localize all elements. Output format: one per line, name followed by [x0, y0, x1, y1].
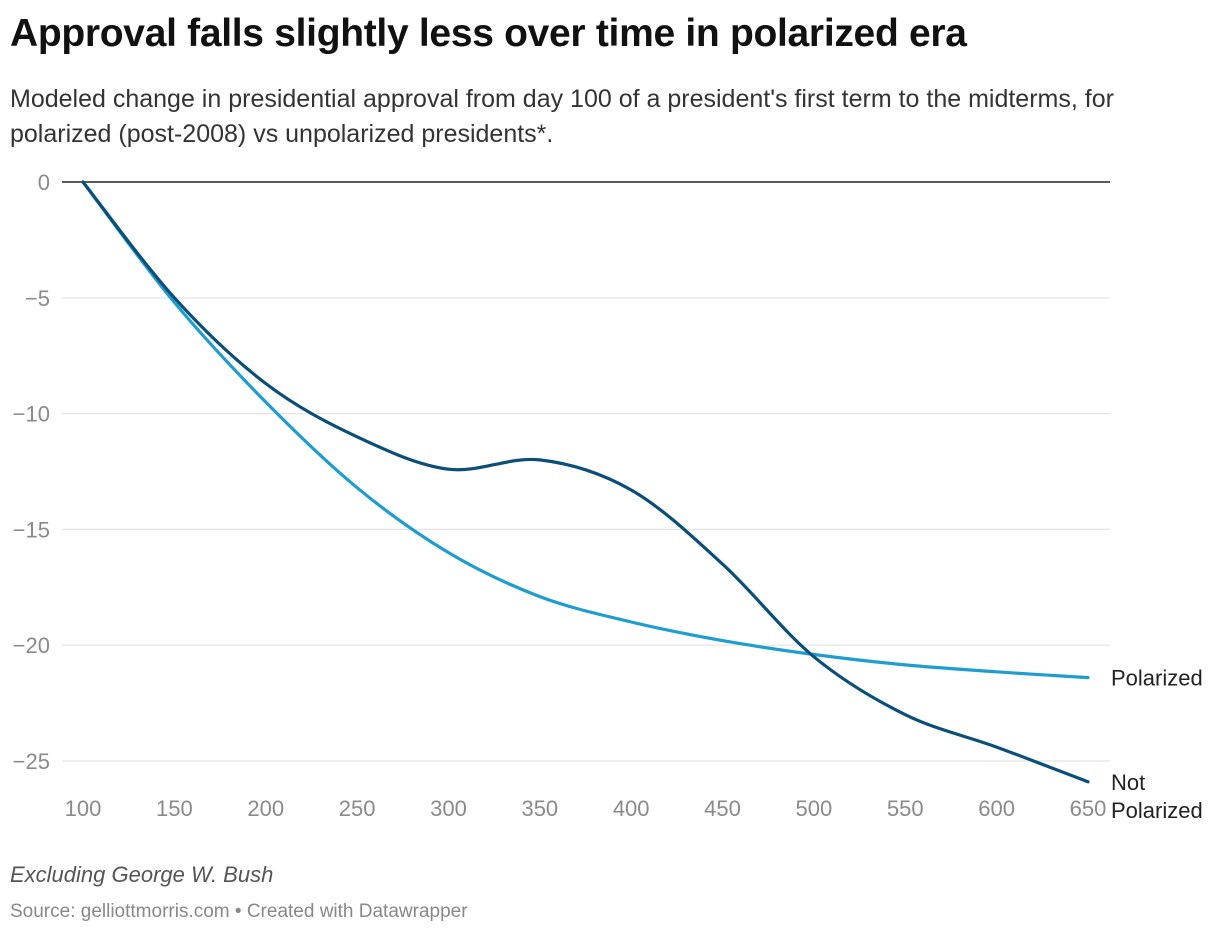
- series-labels: Polarized Not Polarized: [1111, 666, 1203, 823]
- series-lines: [81, 180, 1090, 784]
- series-line-polarized: [81, 180, 1090, 680]
- x-tick-label: 100: [65, 796, 102, 821]
- y-tick-label: −20: [13, 633, 50, 658]
- source-credit: Source: gelliottmorris.com • Created wit…: [10, 901, 468, 922]
- x-tick-label: 350: [521, 796, 558, 821]
- x-tick-label: 500: [796, 796, 833, 821]
- x-axis-ticks: 100 150 200 250 300 350 400 450 500 550 600 650: [65, 796, 1107, 821]
- series-label-polarized: Polarized: [1111, 666, 1203, 691]
- y-tick-label: −5: [25, 286, 50, 311]
- series-line-not-polarized: [81, 180, 1090, 784]
- chart-subtitle: Modeled change in presidential approval …: [10, 85, 1114, 148]
- x-tick-label: 250: [339, 796, 376, 821]
- x-tick-label: 150: [156, 796, 193, 821]
- y-axis-ticks: 0 −5 −10 −15 −20 −25: [13, 170, 50, 774]
- series-label-line: Polarized: [1111, 798, 1203, 823]
- grid-lines: [62, 181, 1110, 762]
- x-tick-label: 200: [247, 796, 284, 821]
- footnote: Excluding George W. Bush: [10, 862, 274, 887]
- y-tick-label: −15: [13, 517, 50, 542]
- x-tick-label: 600: [978, 796, 1015, 821]
- x-tick-label: 450: [704, 796, 741, 821]
- x-tick-label: 650: [1070, 796, 1107, 821]
- x-tick-label: 550: [887, 796, 924, 821]
- y-tick-label: 0: [38, 170, 50, 195]
- x-tick-label: 300: [430, 796, 467, 821]
- y-tick-label: −25: [13, 749, 50, 774]
- y-tick-label: −10: [13, 402, 50, 427]
- series-label-line: Polarized: [1111, 666, 1203, 691]
- series-label-not-polarized: Not Polarized: [1111, 770, 1203, 823]
- x-tick-label: 400: [613, 796, 650, 821]
- series-label-line: Not: [1111, 770, 1145, 795]
- chart-title: Approval falls slightly less over time i…: [10, 12, 967, 55]
